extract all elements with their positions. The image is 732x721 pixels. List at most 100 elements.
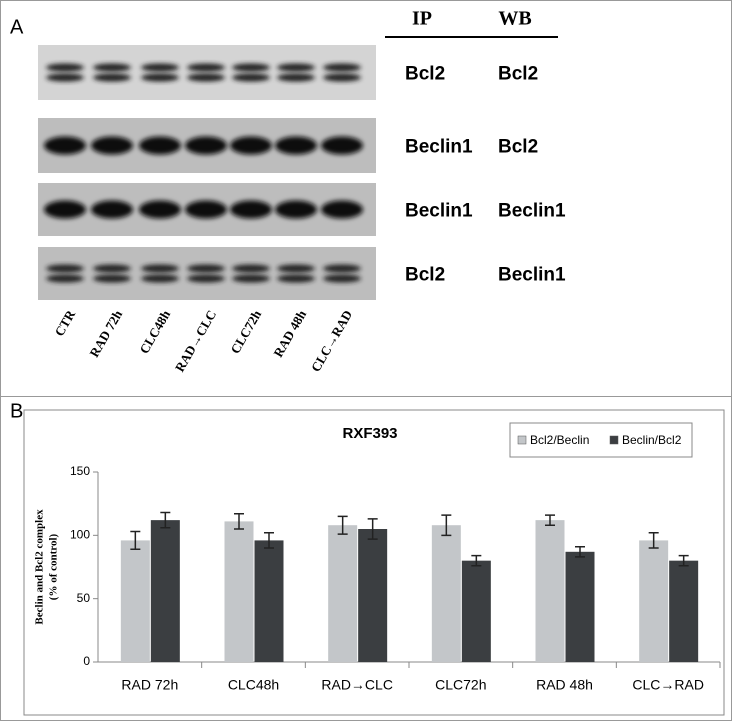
y-tick-label: 0 bbox=[83, 654, 90, 668]
blot-band bbox=[141, 63, 179, 72]
blot-label: Beclin1 bbox=[405, 137, 473, 158]
blot-band bbox=[230, 200, 272, 219]
error-bar bbox=[471, 554, 482, 567]
blot-band bbox=[93, 274, 131, 283]
error-bar bbox=[130, 530, 141, 551]
bar bbox=[254, 540, 284, 662]
blot-band bbox=[141, 264, 179, 273]
bar bbox=[224, 521, 254, 662]
blot-band bbox=[91, 136, 133, 155]
blot-band bbox=[185, 136, 227, 155]
blot-band bbox=[232, 63, 270, 72]
x-tick-label: CLC48h bbox=[228, 677, 279, 693]
bar bbox=[461, 560, 491, 662]
blot-band bbox=[275, 200, 317, 219]
header-wb: WB bbox=[498, 8, 531, 30]
blot-band bbox=[323, 73, 361, 82]
legend-label: Beclin/Bcl2 bbox=[622, 433, 682, 447]
blot-band bbox=[93, 63, 131, 72]
x-tick-label: CLC→RAD bbox=[632, 677, 704, 693]
blot-band bbox=[44, 136, 86, 155]
y-tick-label: 150 bbox=[70, 464, 90, 478]
legend-box bbox=[509, 422, 693, 458]
chart-title: RXF393 bbox=[342, 425, 397, 442]
error-bar bbox=[367, 518, 378, 540]
blot-band bbox=[93, 264, 131, 273]
blot-band bbox=[187, 63, 225, 72]
blot-label: Bcl2 bbox=[405, 64, 445, 85]
blot-label: Beclin1 bbox=[498, 201, 566, 222]
blot-band bbox=[46, 73, 84, 82]
blot-band bbox=[141, 274, 179, 283]
blot-band bbox=[275, 136, 317, 155]
panel-label: A bbox=[10, 16, 24, 38]
error-bar bbox=[575, 545, 585, 558]
blot-label: Beclin1 bbox=[405, 201, 473, 222]
error-bar bbox=[678, 554, 689, 567]
blot-band bbox=[277, 73, 315, 82]
blot-band bbox=[139, 136, 181, 155]
blot-band bbox=[321, 136, 363, 155]
blot-band bbox=[321, 200, 363, 219]
blot-band bbox=[277, 264, 315, 273]
blot-band bbox=[46, 264, 84, 273]
bar bbox=[120, 540, 150, 662]
blot-band bbox=[91, 200, 133, 219]
y-axis-label: (% of control) bbox=[48, 533, 60, 600]
blot-band bbox=[232, 264, 270, 273]
blot-band bbox=[323, 264, 361, 273]
blot-band bbox=[141, 73, 179, 82]
bar bbox=[150, 520, 180, 662]
panel-label: B bbox=[10, 400, 23, 422]
bar bbox=[535, 520, 565, 662]
blot-band bbox=[277, 63, 315, 72]
x-tick-label: RAD 72h bbox=[121, 677, 178, 693]
x-tick-label: RAD→CLC bbox=[321, 677, 393, 693]
blot-band bbox=[93, 73, 131, 82]
blot-band bbox=[323, 274, 361, 283]
blot-band bbox=[277, 274, 315, 283]
blot-band bbox=[323, 63, 361, 72]
y-axis-label: Beclin and Bcl2 complex bbox=[34, 509, 46, 625]
blot-band bbox=[187, 274, 225, 283]
bar bbox=[669, 560, 699, 662]
blot-label: Bcl2 bbox=[498, 64, 538, 85]
blot-strip bbox=[38, 247, 376, 300]
bar bbox=[358, 529, 388, 662]
x-tick-label: RAD 48h bbox=[536, 677, 593, 693]
y-tick-label: 100 bbox=[70, 528, 90, 542]
legend-swatch bbox=[517, 435, 527, 445]
error-bar bbox=[441, 514, 452, 537]
error-bar bbox=[264, 532, 274, 549]
error-bar bbox=[337, 515, 348, 535]
blot-band bbox=[46, 63, 84, 72]
error-bar bbox=[160, 511, 171, 529]
bar bbox=[639, 540, 669, 662]
header-ip: IP bbox=[412, 8, 432, 30]
y-tick-label: 50 bbox=[77, 591, 91, 605]
error-bar bbox=[234, 513, 244, 530]
blot-label: Bcl2 bbox=[405, 265, 445, 286]
chart: RXF393 Beclin and Bcl2 complex (% of contr… bbox=[34, 422, 721, 693]
blot-band bbox=[46, 274, 84, 283]
blot-label: Beclin1 bbox=[498, 265, 566, 286]
x-tick-label: CLC72h bbox=[435, 677, 486, 693]
error-bar bbox=[545, 514, 555, 526]
legend-swatch bbox=[609, 435, 619, 445]
blot-band bbox=[230, 136, 272, 155]
blot-band bbox=[187, 264, 225, 273]
error-bar bbox=[648, 532, 659, 549]
blot-band bbox=[44, 200, 86, 219]
blot-label: Bcl2 bbox=[498, 137, 538, 158]
bar bbox=[328, 525, 358, 662]
blot-band bbox=[232, 73, 270, 82]
blot-band bbox=[187, 73, 225, 82]
legend-label: Bcl2/Beclin bbox=[530, 433, 589, 447]
bar bbox=[565, 551, 595, 662]
blot-strip bbox=[38, 45, 376, 100]
chart-frame bbox=[23, 409, 725, 716]
bar bbox=[431, 525, 461, 662]
blot-band bbox=[139, 200, 181, 219]
blot-band bbox=[185, 200, 227, 219]
